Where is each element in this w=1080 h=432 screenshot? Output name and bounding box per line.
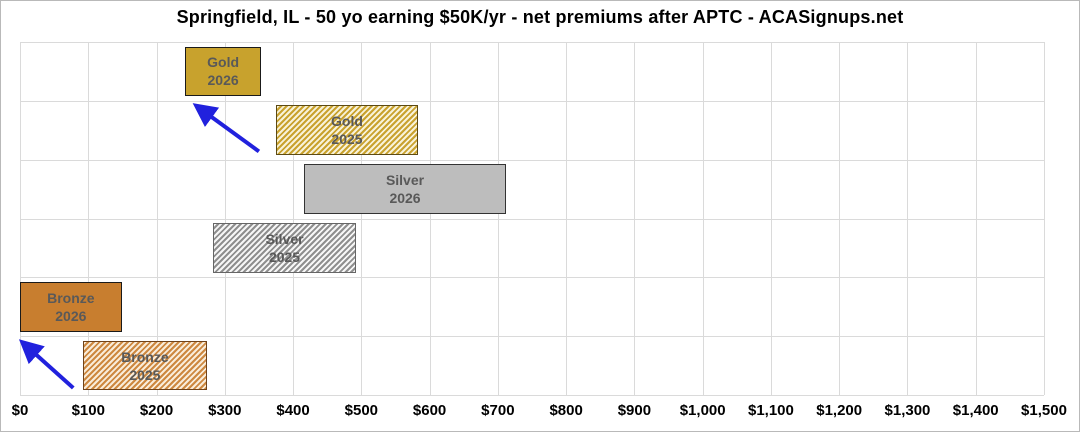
x-tick-label: $600: [412, 402, 447, 419]
bar-plan-label: Bronze: [47, 289, 95, 306]
gridline-horizontal: [20, 42, 1044, 43]
bar-year-label: 2025: [268, 248, 301, 265]
x-tick-label: $700: [481, 402, 515, 419]
bar-year-label: 2026: [207, 72, 239, 89]
bar-bronze-2026[interactable]: Bronze 2026: [20, 281, 122, 332]
gridline-horizontal: [20, 277, 1044, 279]
bar-year-label: 2025: [331, 131, 363, 148]
x-tick-label: $1,500: [1021, 402, 1067, 419]
x-tick-label: $400: [276, 402, 310, 419]
x-tick-label: $800: [549, 402, 583, 419]
arrow-bronze: [18, 339, 75, 390]
x-tick-label: $0: [11, 402, 29, 419]
gridline-horizontal: [20, 395, 1044, 396]
x-tick-label: $100: [71, 402, 105, 419]
x-tick-label: $200: [139, 402, 174, 419]
bar-plan-label: Silver: [385, 172, 425, 189]
x-tick-label: $500: [344, 402, 379, 419]
x-tick-label: $1,300: [884, 402, 931, 419]
x-tick-label: $300: [208, 402, 242, 419]
x-tick-label: $1,200: [816, 402, 863, 419]
bar-plan-label: Bronze: [121, 348, 169, 365]
chart-title: Springfield, IL - 50 yo earning $50K/yr …: [176, 7, 904, 27]
x-tick-label: $900: [617, 402, 652, 419]
bar-year-label: 2025: [129, 366, 161, 383]
arrow-gold: [192, 103, 261, 154]
bar-year-label: 2026: [55, 307, 87, 324]
bar-plan-label: Silver: [265, 230, 304, 247]
x-tick-label: $1,000: [679, 402, 726, 419]
x-tick-label: $1,400: [952, 402, 999, 419]
gridline-horizontal: [20, 336, 1044, 338]
x-tick-label: $1,100: [747, 402, 794, 419]
gridline-vertical: [1044, 42, 1045, 395]
bar-gold-2025[interactable]: Gold 2025: [276, 105, 418, 156]
gridline-horizontal: [20, 218, 1044, 220]
bar-plan-label: Gold: [331, 113, 363, 130]
gridline-horizontal: [20, 159, 1044, 161]
gridline-horizontal: [20, 100, 1044, 102]
bar-year-label: 2026: [389, 190, 421, 207]
bar-plan-label: Gold: [207, 54, 240, 71]
bar-bronze-2025[interactable]: Bronze 2025: [82, 340, 208, 391]
bar-silver-2025[interactable]: Silver 2025: [213, 223, 356, 273]
bar-gold-2026[interactable]: Gold 2026: [185, 46, 261, 97]
bar-silver-2026[interactable]: Silver 2026: [303, 164, 507, 214]
